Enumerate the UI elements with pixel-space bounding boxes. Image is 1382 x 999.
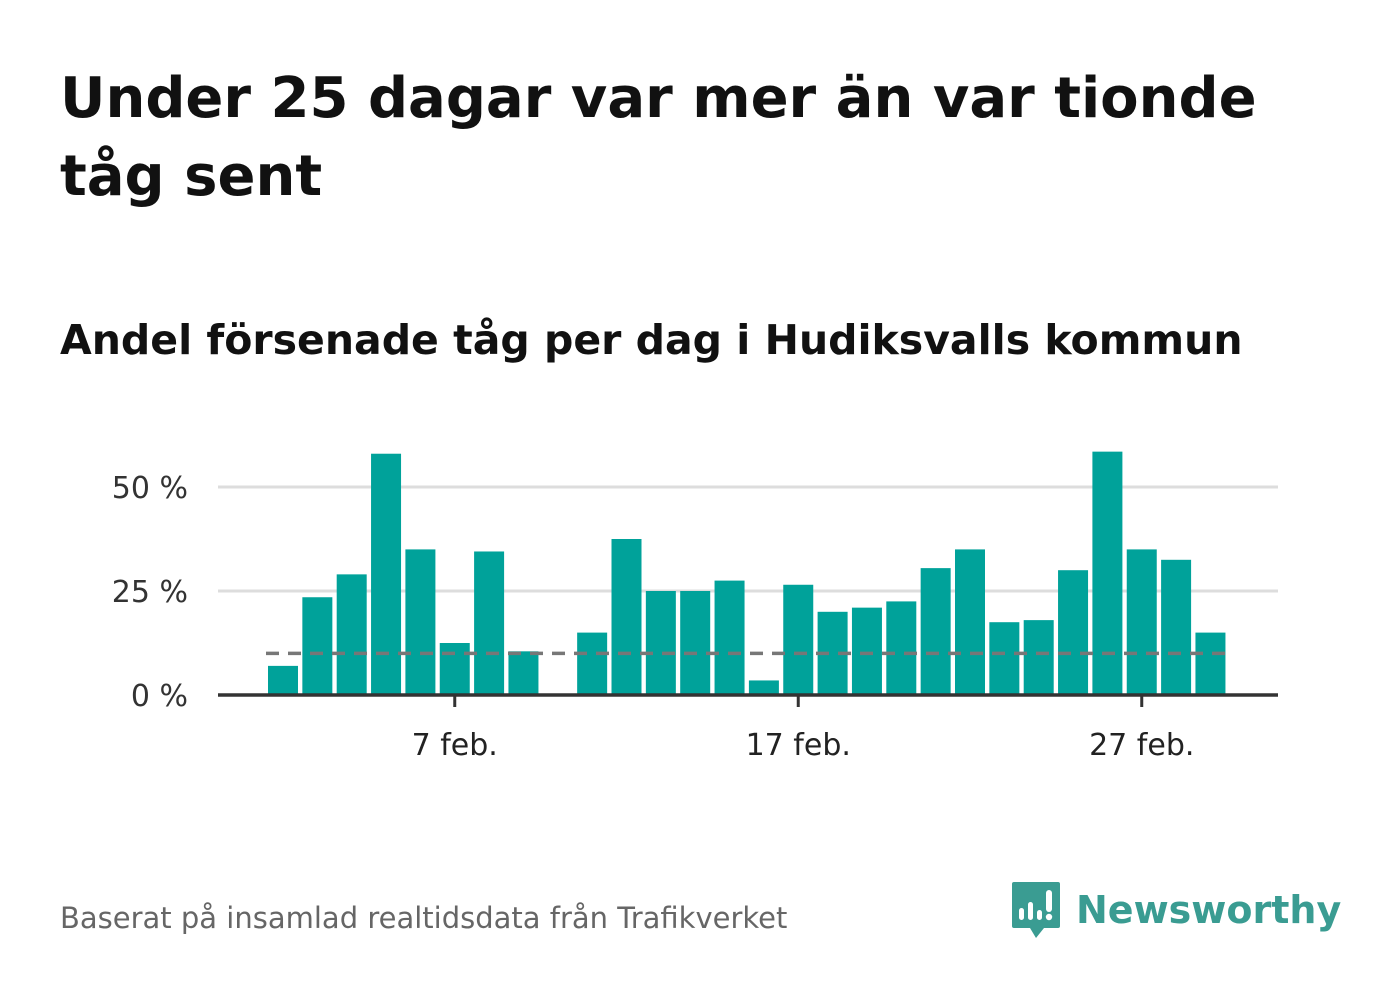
bar: [1023, 620, 1054, 695]
bar: [611, 539, 642, 695]
bar: [851, 607, 882, 695]
chart-subtitle: Andel försenade tåg per dag i Hudiksvall…: [60, 316, 1243, 364]
bar: [577, 632, 608, 695]
chart-title: Under 25 dagar var mer än var tionde tåg…: [60, 66, 1257, 209]
bar: [714, 580, 745, 695]
bar: [302, 597, 333, 695]
x-tick-label: 17 feb.: [746, 728, 851, 763]
bar: [920, 568, 951, 695]
bar: [1092, 451, 1123, 695]
bar: [1195, 632, 1226, 695]
bar: [748, 680, 779, 695]
bar: [645, 591, 676, 695]
bar: [1161, 559, 1192, 695]
bar: [336, 574, 367, 695]
y-tick-label: 25 %: [112, 575, 188, 610]
bar: [371, 453, 402, 695]
bar: [508, 651, 539, 695]
bar: [955, 549, 985, 695]
bar: [989, 622, 1020, 695]
brand-name: Newsworthy: [1076, 888, 1342, 932]
y-tick-label: 50 %: [112, 471, 188, 506]
x-tick-label: 27 feb.: [1089, 728, 1194, 763]
brand-logo-group: Newsworthy: [1010, 878, 1341, 942]
bar: [474, 551, 505, 695]
bar: [680, 591, 711, 695]
bar: [1058, 570, 1089, 695]
axes: [218, 693, 1278, 707]
bar: [886, 601, 917, 695]
bar: [783, 584, 814, 695]
source-note: Baserat på insamlad realtidsdata från Tr…: [60, 901, 788, 935]
tick-labels: 0 % 25 % 50 % 7 feb. 17 feb. 27 feb.: [112, 471, 1195, 763]
bar: [1126, 549, 1157, 695]
bar: [439, 643, 470, 695]
chart-speech-bubble-icon: [1012, 882, 1060, 938]
y-tick-label: 0 %: [131, 679, 188, 714]
bar: [268, 665, 298, 695]
x-tick-label: 7 feb.: [412, 728, 498, 763]
bar: [405, 549, 436, 695]
